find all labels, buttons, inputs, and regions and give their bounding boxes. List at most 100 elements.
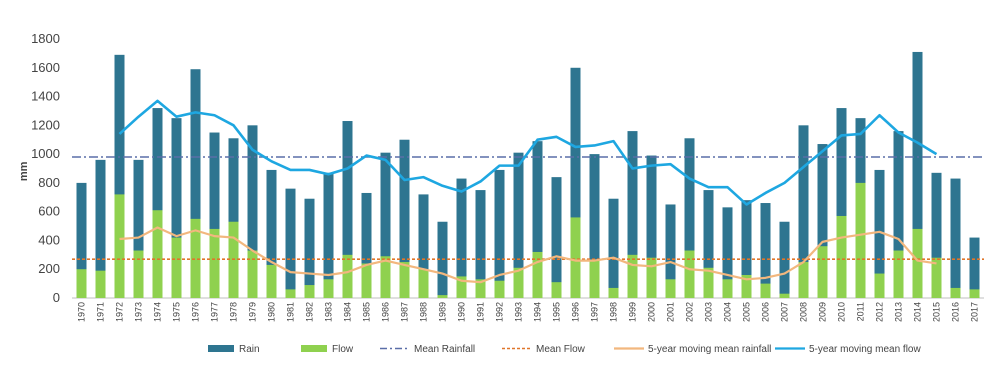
x-tick-label: 2004 (723, 302, 733, 322)
legend-label-mean-rainfall: Mean Rainfall (414, 344, 475, 355)
rain-bar-1978 (228, 138, 239, 298)
rain-bar-1985 (361, 192, 372, 298)
x-tick-label: 1976 (191, 302, 201, 322)
rain-bar-1992 (494, 169, 505, 298)
rain-bar-1971 (95, 159, 106, 298)
flow-bar-1983 (323, 279, 334, 298)
x-tick-label: 2013 (894, 302, 904, 322)
rain-bar-1973 (133, 159, 144, 298)
rain-bar-2001 (665, 204, 676, 298)
legend-label-mean-flow: Mean Flow (536, 344, 586, 355)
flow-bar-2016 (950, 287, 961, 298)
rain-bar-1976 (190, 69, 201, 298)
x-tick-label: 2010 (837, 302, 847, 322)
rain-bar-2000 (646, 155, 657, 298)
rain-bar-1980 (266, 169, 277, 298)
x-tick-label: 1972 (115, 302, 125, 322)
rain-bar-2003 (703, 190, 714, 298)
flow-bar-2006 (760, 283, 771, 298)
y-tick-label: 800 (38, 175, 60, 190)
x-tick-label: 1979 (248, 302, 258, 322)
x-tick-label: 1997 (590, 302, 600, 322)
x-tick-label: 2014 (913, 302, 923, 322)
flow-bar-2008 (798, 262, 809, 298)
x-tick-label: 1994 (533, 302, 543, 322)
flow-bar-2001 (665, 279, 676, 298)
flow-bar-2015 (931, 257, 942, 298)
flow-bar-1970 (76, 269, 87, 298)
flow-bar-2011 (855, 182, 866, 298)
rain-bar-2012 (874, 169, 885, 298)
rain-bar-2002 (684, 138, 695, 298)
rain-bar-1975 (171, 118, 182, 298)
rain-bar-2004 (722, 207, 733, 298)
y-tick-label: 1400 (31, 89, 60, 104)
rain-bar-2017 (969, 237, 980, 298)
x-tick-label: 1985 (362, 302, 372, 322)
x-tick-label: 1971 (96, 302, 106, 322)
x-tick-label: 1983 (324, 302, 334, 322)
x-tick-label: 1992 (495, 302, 505, 322)
rain-bar-2010 (836, 108, 847, 298)
flow-bar-2000 (646, 257, 657, 298)
moving-mean-flow-line (118, 99, 938, 206)
flow-bar-1976 (190, 218, 201, 298)
x-tick-label: 2005 (742, 302, 752, 322)
x-tick-label: 1993 (514, 302, 524, 322)
flow-bar-2014 (912, 228, 923, 298)
x-tick-label: 1991 (476, 302, 486, 322)
rain-bar-1979 (247, 125, 258, 298)
rain-bar-2013 (893, 131, 904, 298)
rain-bar-1996 (570, 67, 581, 298)
flow-bar-1984 (342, 254, 353, 298)
x-tick-label: 2011 (856, 302, 866, 321)
x-tick-label: 2012 (875, 302, 885, 322)
flow-bar-2010 (836, 215, 847, 298)
flow-bar-1971 (95, 270, 106, 298)
x-tick-label: 2009 (818, 302, 828, 322)
rain-bar-1974 (152, 108, 163, 298)
legend-swatch-flow (301, 345, 327, 352)
rain-bar-1990 (456, 178, 467, 298)
flow-bar-1996 (570, 217, 581, 298)
flow-bar-2013 (893, 250, 904, 298)
y-tick-label: 200 (38, 261, 60, 276)
flow-bar-1999 (627, 254, 638, 298)
rain-bar-2016 (950, 178, 961, 298)
legend-label-5-year-moving-mean-rainfall: 5-year moving mean rainfall (648, 344, 771, 355)
x-tick-label: 2017 (970, 302, 980, 322)
x-tick-labels: 1970 1971 1972 1973 1974 1975 1976 1977 1978 1979… (77, 302, 980, 322)
flow-bar-1972 (114, 194, 125, 298)
rain-bar-1982 (304, 198, 315, 298)
flow-bar-1981 (285, 289, 296, 298)
rain-bar-1983 (323, 172, 334, 298)
y-tick-labels: 0 200 400 600 800 1000 1200 1400 1600 1800 (31, 31, 60, 305)
rain-bar-2006 (760, 203, 771, 298)
x-tick-label: 1982 (305, 302, 315, 322)
flow-bar-1989 (437, 295, 448, 298)
x-tick-label: 1981 (286, 302, 296, 322)
flow-bar-1986 (380, 256, 391, 298)
x-tick-label: 2008 (799, 302, 809, 322)
flow-bar-1985 (361, 263, 372, 298)
y-tick-label: 1800 (31, 31, 60, 46)
rain-bar-1988 (418, 194, 429, 298)
rain-bar-2014 (912, 51, 923, 299)
flow-bar-1990 (456, 276, 467, 298)
x-tick-label: 1995 (552, 302, 562, 322)
x-tick-label: 1974 (153, 302, 163, 322)
flow-bar-1995 (551, 282, 562, 298)
x-tick-label: 2007 (780, 302, 790, 322)
x-tick-label: 2001 (666, 302, 676, 322)
flow-bar-1975 (171, 237, 182, 298)
rain-bar-1987 (399, 139, 410, 298)
x-tick-label: 2002 (685, 302, 695, 322)
rain-bar-2005 (741, 200, 752, 298)
flow-bar-2003 (703, 267, 714, 298)
x-tick-label: 1973 (134, 302, 144, 322)
flow-bar-2002 (684, 250, 695, 298)
flow-bar-2012 (874, 273, 885, 298)
x-tick-label: 1984 (343, 302, 353, 322)
x-tick-label: 1970 (77, 302, 87, 322)
